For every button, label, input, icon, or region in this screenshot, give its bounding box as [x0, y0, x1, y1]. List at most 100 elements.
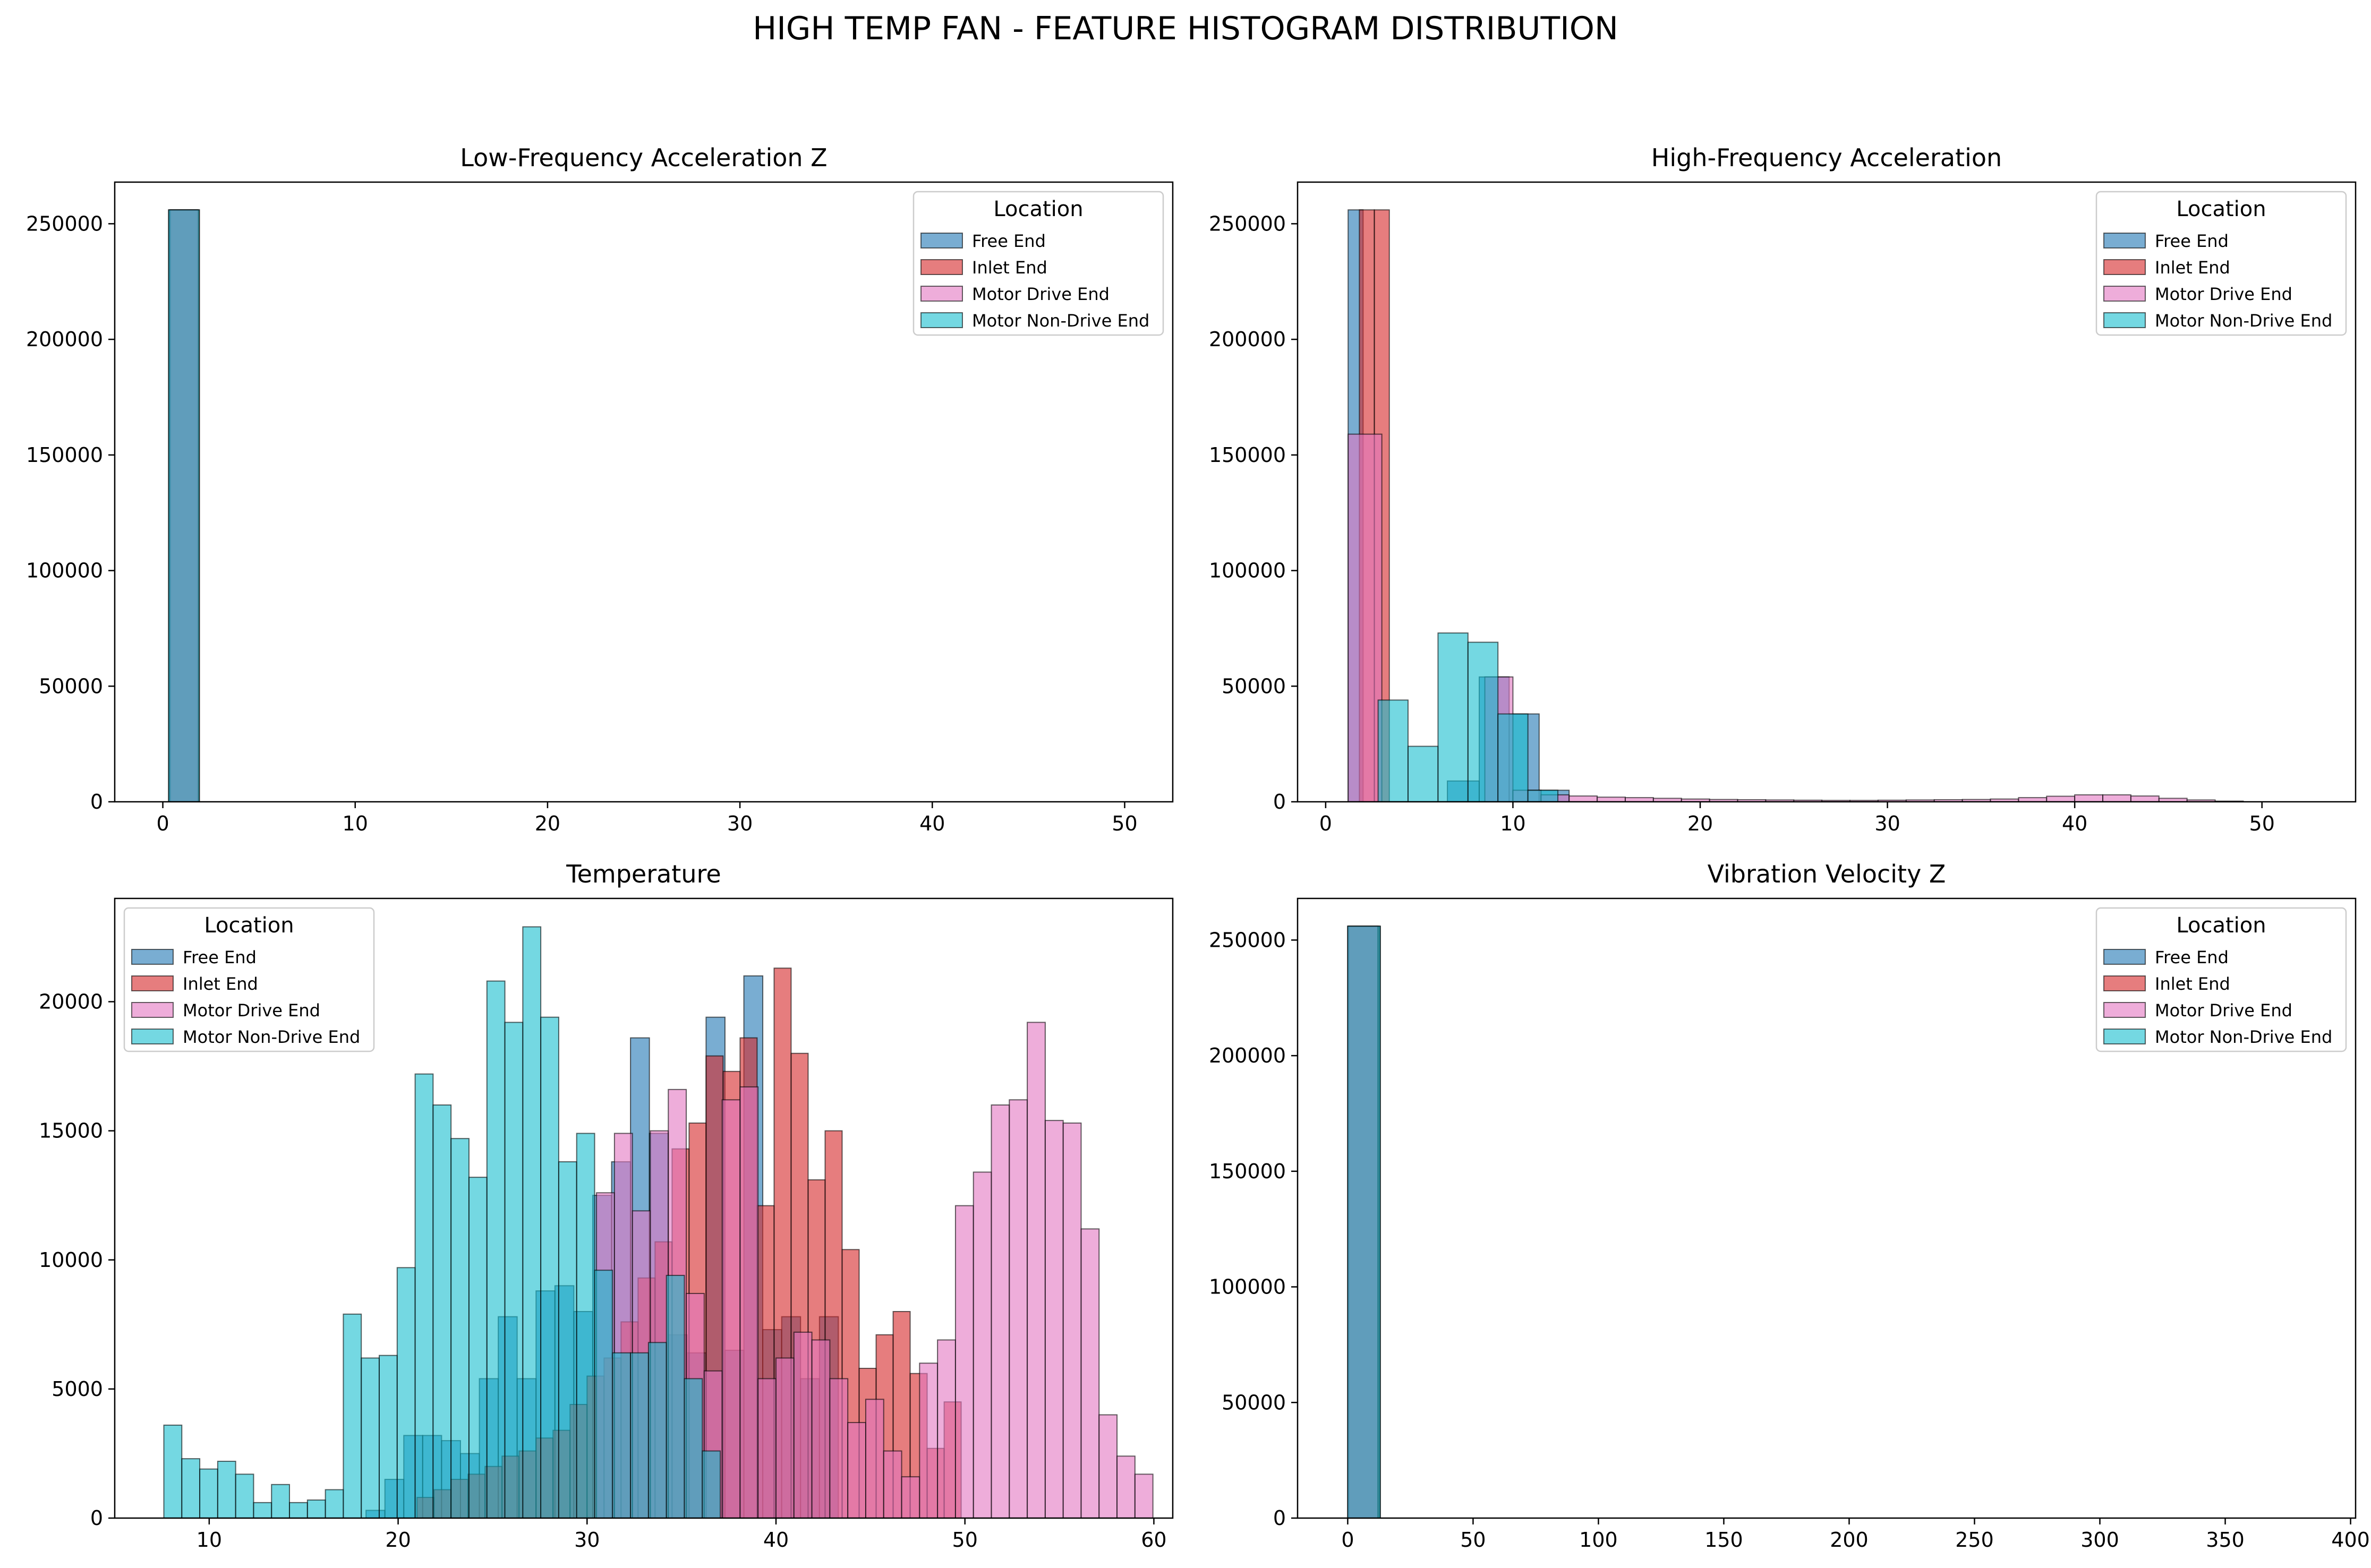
legend-swatch	[2103, 1002, 2146, 1018]
histogram-bar	[522, 926, 542, 1519]
x-tick-label: 350	[2206, 1528, 2245, 1552]
histogram-bar	[271, 1484, 291, 1519]
histogram-bar	[666, 1274, 685, 1519]
legend-swatch	[131, 1002, 174, 1018]
legend-item-label: Inlet End	[2155, 258, 2230, 278]
legend: Location Free End Inlet End Motor Drive End…	[123, 907, 375, 1052]
histogram-bar	[486, 980, 506, 1519]
histogram-bar	[168, 209, 200, 802]
x-tick-label: 0	[1341, 1528, 1354, 1552]
x-tick-label: 0	[1319, 812, 1332, 835]
histogram-bar	[343, 1313, 362, 1519]
histogram-bar	[1568, 795, 1598, 802]
subplot-2: High-Frequency Acceleration 0 10 20 30 40 50 0 5…	[1209, 143, 2357, 835]
y-tick-label: 200000	[26, 328, 103, 351]
legend-item-label: Motor Non-Drive End	[183, 1027, 360, 1047]
histogram-bar	[883, 1450, 902, 1519]
figure-title: HIGH TEMP FAN - FEATURE HISTOGRAM DISTRI…	[753, 10, 1618, 47]
legend-title: Location	[204, 913, 294, 938]
legend-swatch	[131, 949, 174, 965]
y-tick-label: 10000	[39, 1248, 103, 1272]
histogram-bar	[253, 1502, 272, 1519]
histogram-bar	[1467, 641, 1499, 802]
y-tick-label: 0	[90, 1506, 103, 1530]
legend-item-label: Free End	[972, 231, 1046, 251]
histogram-bars	[1347, 209, 2244, 803]
y-tick-label: 250000	[26, 212, 103, 235]
y-tick-label: 100000	[1209, 1275, 1286, 1299]
histogram-bar	[937, 1339, 956, 1519]
histogram-bar	[1347, 433, 1383, 802]
histogram-bar	[739, 1086, 759, 1519]
y-tick-label: 100000	[26, 559, 103, 582]
x-tick-label: 50	[2249, 812, 2275, 835]
histogram-bar	[612, 1352, 632, 1519]
y-tick-label: 15000	[39, 1119, 103, 1143]
histogram-bar	[1044, 1120, 1064, 1519]
histogram-bar	[504, 1022, 524, 1519]
histogram-bars	[168, 209, 200, 802]
legend-item-label: Free End	[2155, 231, 2229, 251]
legend-box	[912, 191, 1164, 336]
histogram-bar	[325, 1489, 344, 1519]
histogram-bar	[865, 1399, 884, 1519]
histogram-bar	[775, 1357, 795, 1519]
histogram-bar	[181, 1458, 201, 1519]
y-tick-label: 200000	[1209, 328, 1286, 351]
x-tick-label: 0	[156, 812, 169, 835]
legend-swatch	[920, 233, 963, 249]
y-tick-label: 100000	[1209, 559, 1286, 582]
legend-swatch	[2103, 259, 2146, 275]
histogram-bar	[1437, 632, 1469, 803]
histogram-bar	[1597, 796, 1626, 802]
legend: Location Free End Inlet End Motor Drive End…	[912, 191, 1164, 336]
subplot-3: Temperature 10 20 30 40 50 60 0 5000 10000 15000 20…	[39, 860, 1174, 1552]
legend-item-label: Inlet End	[972, 258, 1047, 278]
histogram-bar	[684, 1378, 703, 1519]
histogram-bar	[1062, 1123, 1082, 1519]
x-tick-label: 100	[1579, 1528, 1618, 1552]
axes-frame	[1297, 181, 2357, 803]
histogram-bar	[235, 1473, 254, 1519]
histogram-bar	[289, 1502, 308, 1519]
histogram-bar	[919, 1363, 939, 1519]
subplot-title: High-Frequency Acceleration	[1651, 143, 2002, 172]
legend-swatch	[131, 975, 174, 991]
x-tick-label: 50	[952, 1528, 978, 1552]
legend-item-label: Inlet End	[183, 974, 258, 994]
subplot-title: Temperature	[566, 860, 721, 888]
histogram-bar	[1134, 1473, 1154, 1519]
histogram-bar	[468, 1177, 488, 1519]
x-tick-label: 300	[2080, 1528, 2119, 1552]
histogram-bar	[829, 1378, 849, 1519]
histogram-bar	[414, 1073, 434, 1519]
subplot-title: Vibration Velocity Z	[1708, 860, 1946, 888]
legend-item-label: Motor Drive End	[972, 284, 1110, 304]
histogram-bar	[540, 1016, 559, 1519]
x-tick-label: 30	[1874, 812, 1900, 835]
histogram-bar	[1527, 790, 1559, 803]
histogram-bar	[847, 1422, 866, 1519]
legend: Location Free End Inlet End Motor Drive End…	[2095, 907, 2347, 1052]
histogram-bar	[163, 1424, 183, 1519]
histogram-bar	[2130, 795, 2160, 802]
y-tick-label: 250000	[1209, 212, 1286, 235]
histogram-bar	[901, 1476, 920, 1519]
legend-swatch	[2103, 312, 2146, 328]
legend-item-label: Motor Drive End	[2155, 1000, 2292, 1021]
y-tick-label: 20000	[39, 990, 103, 1014]
x-tick-label: 150	[1704, 1528, 1743, 1552]
histogram-bar	[199, 1468, 218, 1519]
legend-title: Location	[2176, 197, 2266, 221]
y-tick-label: 5000	[52, 1377, 103, 1401]
x-tick-label: 40	[919, 812, 945, 835]
histogram-bar	[1009, 1099, 1028, 1519]
histogram-bar	[954, 1205, 974, 1519]
histogram-bar	[991, 1104, 1010, 1519]
legend-item-label: Motor Non-Drive End	[2155, 311, 2332, 331]
legend-swatch	[2103, 233, 2146, 249]
legend-item-label: Inlet End	[2155, 974, 2230, 994]
axes-frame	[1297, 897, 2357, 1519]
x-tick-label: 60	[1141, 1528, 1166, 1552]
